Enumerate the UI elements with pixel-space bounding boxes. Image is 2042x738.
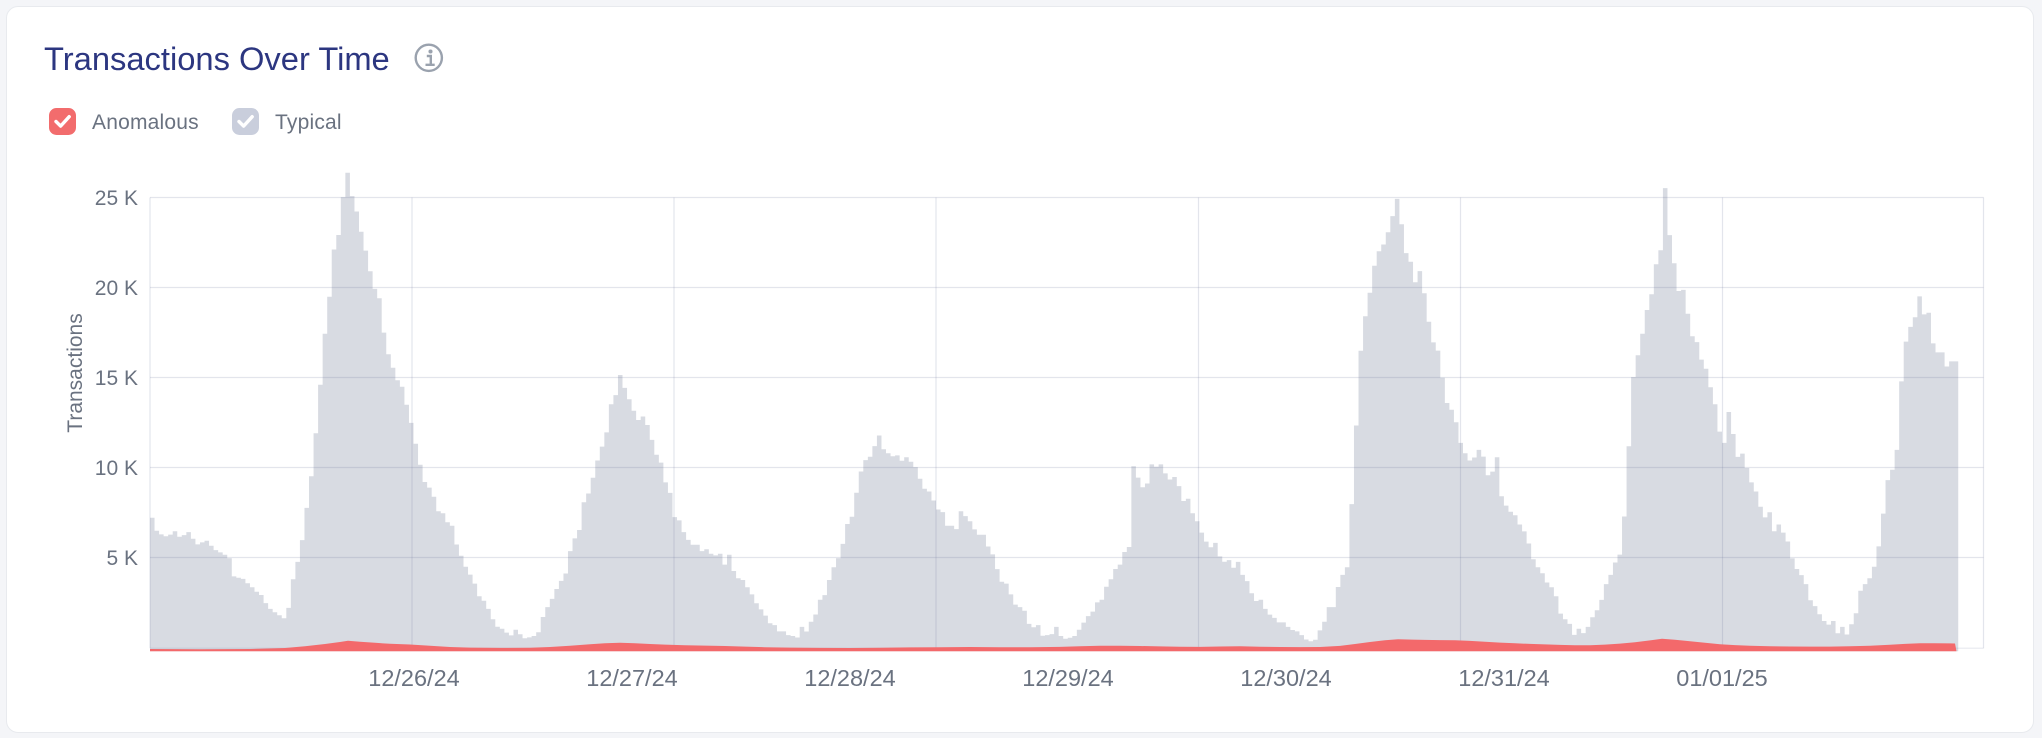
svg-text:12/26/24: 12/26/24 (368, 665, 459, 691)
svg-text:15 K: 15 K (95, 367, 138, 390)
svg-text:12/30/24: 12/30/24 (1240, 665, 1331, 691)
svg-text:12/28/24: 12/28/24 (804, 665, 895, 691)
svg-text:10 K: 10 K (95, 457, 138, 480)
svg-text:Typical: Typical (275, 111, 342, 134)
svg-text:01/01/25: 01/01/25 (1676, 665, 1767, 691)
svg-text:12/29/24: 12/29/24 (1022, 665, 1113, 691)
svg-text:12/27/24: 12/27/24 (586, 665, 677, 691)
svg-text:Transactions: Transactions (64, 313, 87, 432)
svg-text:25 K: 25 K (95, 187, 138, 210)
svg-text:Anomalous: Anomalous (92, 111, 199, 134)
svg-text:20 K: 20 K (95, 277, 138, 300)
svg-text:Transactions Over Time: Transactions Over Time (44, 40, 390, 77)
svg-text:12/31/24: 12/31/24 (1458, 665, 1549, 691)
svg-text:5 K: 5 K (106, 547, 138, 570)
